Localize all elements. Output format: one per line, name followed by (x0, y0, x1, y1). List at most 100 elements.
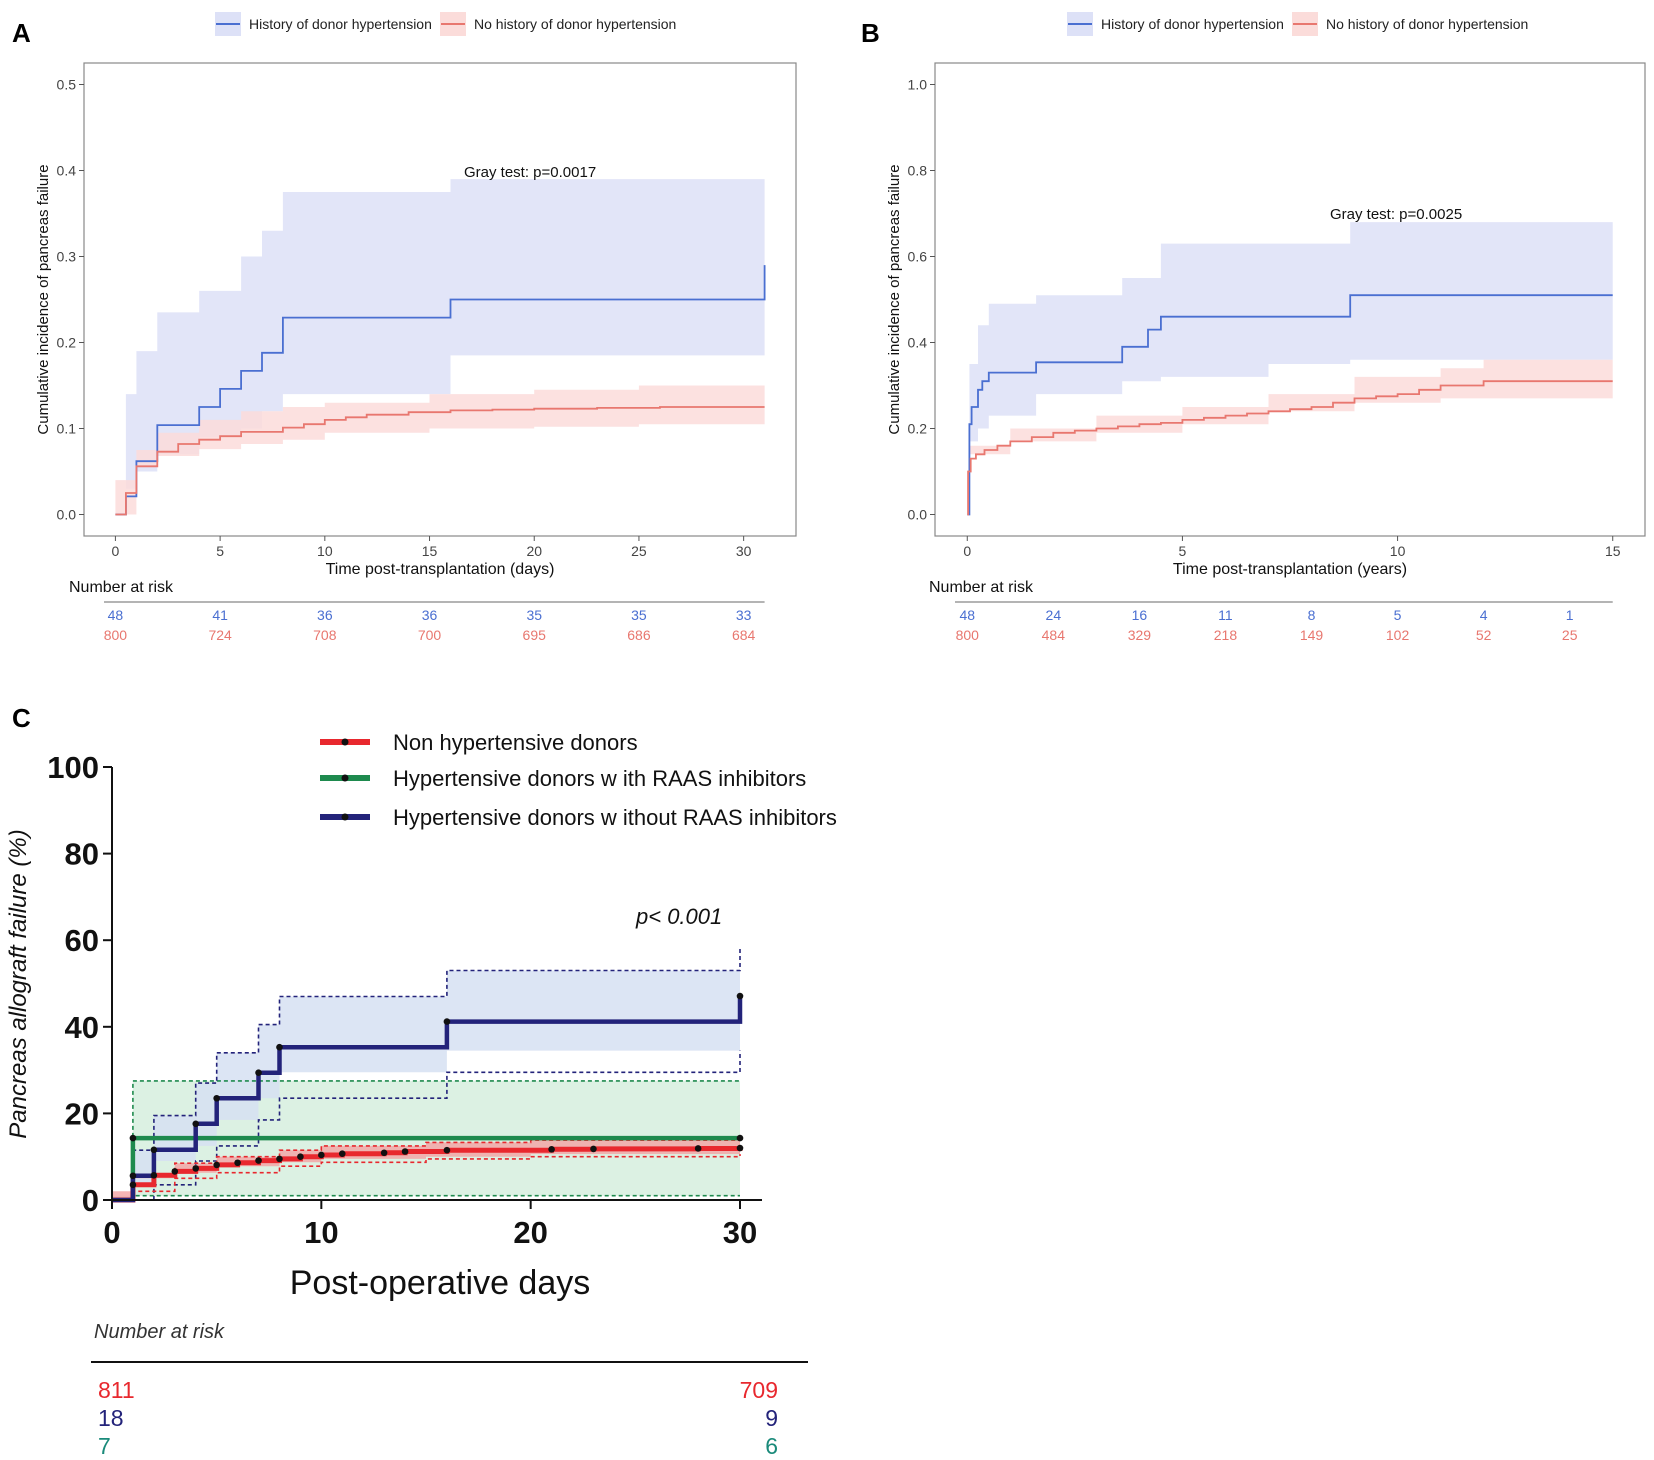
risk-value: 684 (732, 627, 756, 643)
risk-value: 48 (108, 607, 124, 623)
ci-lower-dashed (112, 1154, 741, 1201)
ci-upper-dashed (112, 946, 741, 1201)
risk-value: 25 (1562, 627, 1578, 643)
y-tick-label: 0.8 (908, 163, 928, 179)
x-axis-title: Time post-transplantation (days) (326, 561, 555, 578)
censor-marker (213, 1161, 220, 1169)
risk-table-title: Number at risk (69, 579, 174, 596)
y-axis-title: Cumulative incidence of pancreas failure (886, 164, 903, 434)
censor-marker (213, 1094, 220, 1102)
ci-band-1 (115, 136, 765, 515)
risk-value: 700 (418, 627, 442, 643)
risk-value: 686 (627, 627, 651, 643)
y-tick-label: 80 (65, 837, 99, 872)
legend-label-1: History of donor hypertension (1101, 16, 1284, 32)
risk-table-title: Number at risk (929, 579, 1034, 596)
ci-band-2 (967, 359, 1613, 515)
y-tick-label: 1.0 (908, 77, 928, 93)
censor-marker (590, 1145, 597, 1153)
censor-marker (736, 1134, 744, 1142)
risk-value: 18 (98, 1405, 124, 1431)
y-tick-label: 0.4 (908, 335, 928, 351)
y-tick-label: 0 (82, 1183, 99, 1218)
plot-border (83, 62, 797, 537)
risk-value: 709 (740, 1377, 778, 1403)
censor-marker (276, 1043, 283, 1051)
censor-marker (694, 1145, 702, 1152)
series-line-2 (967, 380, 1613, 516)
series-line-1 (967, 294, 1613, 516)
x-tick-label: 10 (1390, 543, 1406, 559)
y-tick-label: 0.1 (57, 421, 77, 437)
censor-marker (234, 1159, 241, 1167)
risk-value: 16 (1132, 607, 1148, 623)
y-axis-title: Pancreas allograft failure (%) (5, 829, 32, 1138)
censor-marker (192, 1120, 200, 1128)
risk-value: 811 (98, 1377, 135, 1403)
censor-marker (276, 1155, 283, 1163)
risk-value: 9 (765, 1405, 778, 1431)
x-tick-label: 25 (631, 543, 647, 559)
censor-marker (443, 1146, 451, 1154)
series-line-2 (115, 406, 765, 516)
risk-value: 218 (1214, 627, 1238, 643)
risk-value: 800 (104, 627, 128, 643)
censor-marker (401, 1148, 409, 1155)
risk-value: 6 (765, 1433, 778, 1459)
ci-band-2 (115, 383, 765, 515)
panel-c: C Non hypertensive donors Hypertensive don… (5, 703, 837, 1459)
legend-label-3: Hypertensive donors w ithout RAAS inhibi… (393, 805, 837, 830)
gray-test-annotation: Gray test: p=0.0025 (1330, 206, 1462, 223)
legend-label-1: History of donor hypertension (249, 16, 432, 32)
risk-value: 484 (1042, 627, 1066, 643)
censor-marker (338, 1150, 346, 1157)
legend-label-2: No history of donor hypertension (1326, 16, 1528, 32)
risk-value: 102 (1386, 627, 1410, 643)
risk-value: 41 (212, 607, 228, 623)
ci-band-raas (112, 1080, 740, 1200)
x-tick-label: 5 (1179, 543, 1187, 559)
y-tick-label: 0.5 (57, 77, 77, 93)
gray-test-annotation: Gray test: p=0.0017 (464, 164, 596, 181)
x-tick-label: 0 (963, 543, 971, 559)
censor-marker (318, 1151, 325, 1159)
panel-label-a: A (12, 18, 31, 48)
y-tick-label: 0.2 (908, 421, 928, 437)
y-tick-label: 0.4 (57, 163, 77, 179)
censor-marker (129, 1172, 137, 1180)
p-value-annotation: p< 0.001 (635, 904, 722, 929)
legend-marker-3 (341, 813, 349, 821)
x-tick-label: 10 (304, 1215, 338, 1250)
x-tick-label: 20 (526, 543, 542, 559)
risk-value: 36 (422, 607, 438, 623)
y-axis-title: Cumulative incidence of pancreas failure (35, 164, 52, 434)
censor-marker (255, 1157, 262, 1164)
x-tick-label: 30 (736, 543, 752, 559)
plot-border (934, 62, 1646, 537)
x-tick-label: 10 (317, 543, 333, 559)
censor-marker (129, 1134, 137, 1142)
risk-value: 48 (959, 607, 975, 623)
risk-value: 11 (1218, 607, 1233, 623)
risk-value: 5 (1394, 607, 1402, 623)
x-axis-title: Time post-transplantation (years) (1173, 561, 1407, 578)
x-tick-label: 15 (422, 543, 438, 559)
risk-value: 24 (1046, 607, 1062, 623)
risk-value: 7 (98, 1433, 111, 1459)
risk-value: 8 (1308, 607, 1316, 623)
y-tick-label: 40 (65, 1010, 99, 1045)
risk-value: 4 (1480, 607, 1488, 623)
risk-value: 800 (956, 627, 980, 643)
ci-band-non-hypertensive (112, 1138, 740, 1200)
y-tick-label: 0.0 (908, 507, 928, 523)
y-tick-label: 0.6 (908, 249, 928, 265)
y-tick-label: 60 (65, 923, 99, 958)
x-tick-label: 20 (513, 1215, 547, 1250)
censor-marker (736, 1144, 744, 1152)
risk-value: 33 (736, 607, 752, 623)
risk-value: 52 (1476, 627, 1492, 643)
risk-value: 695 (523, 627, 547, 643)
legend-marker-1 (341, 738, 349, 746)
risk-value: 35 (631, 607, 647, 623)
risk-value: 329 (1128, 627, 1152, 643)
